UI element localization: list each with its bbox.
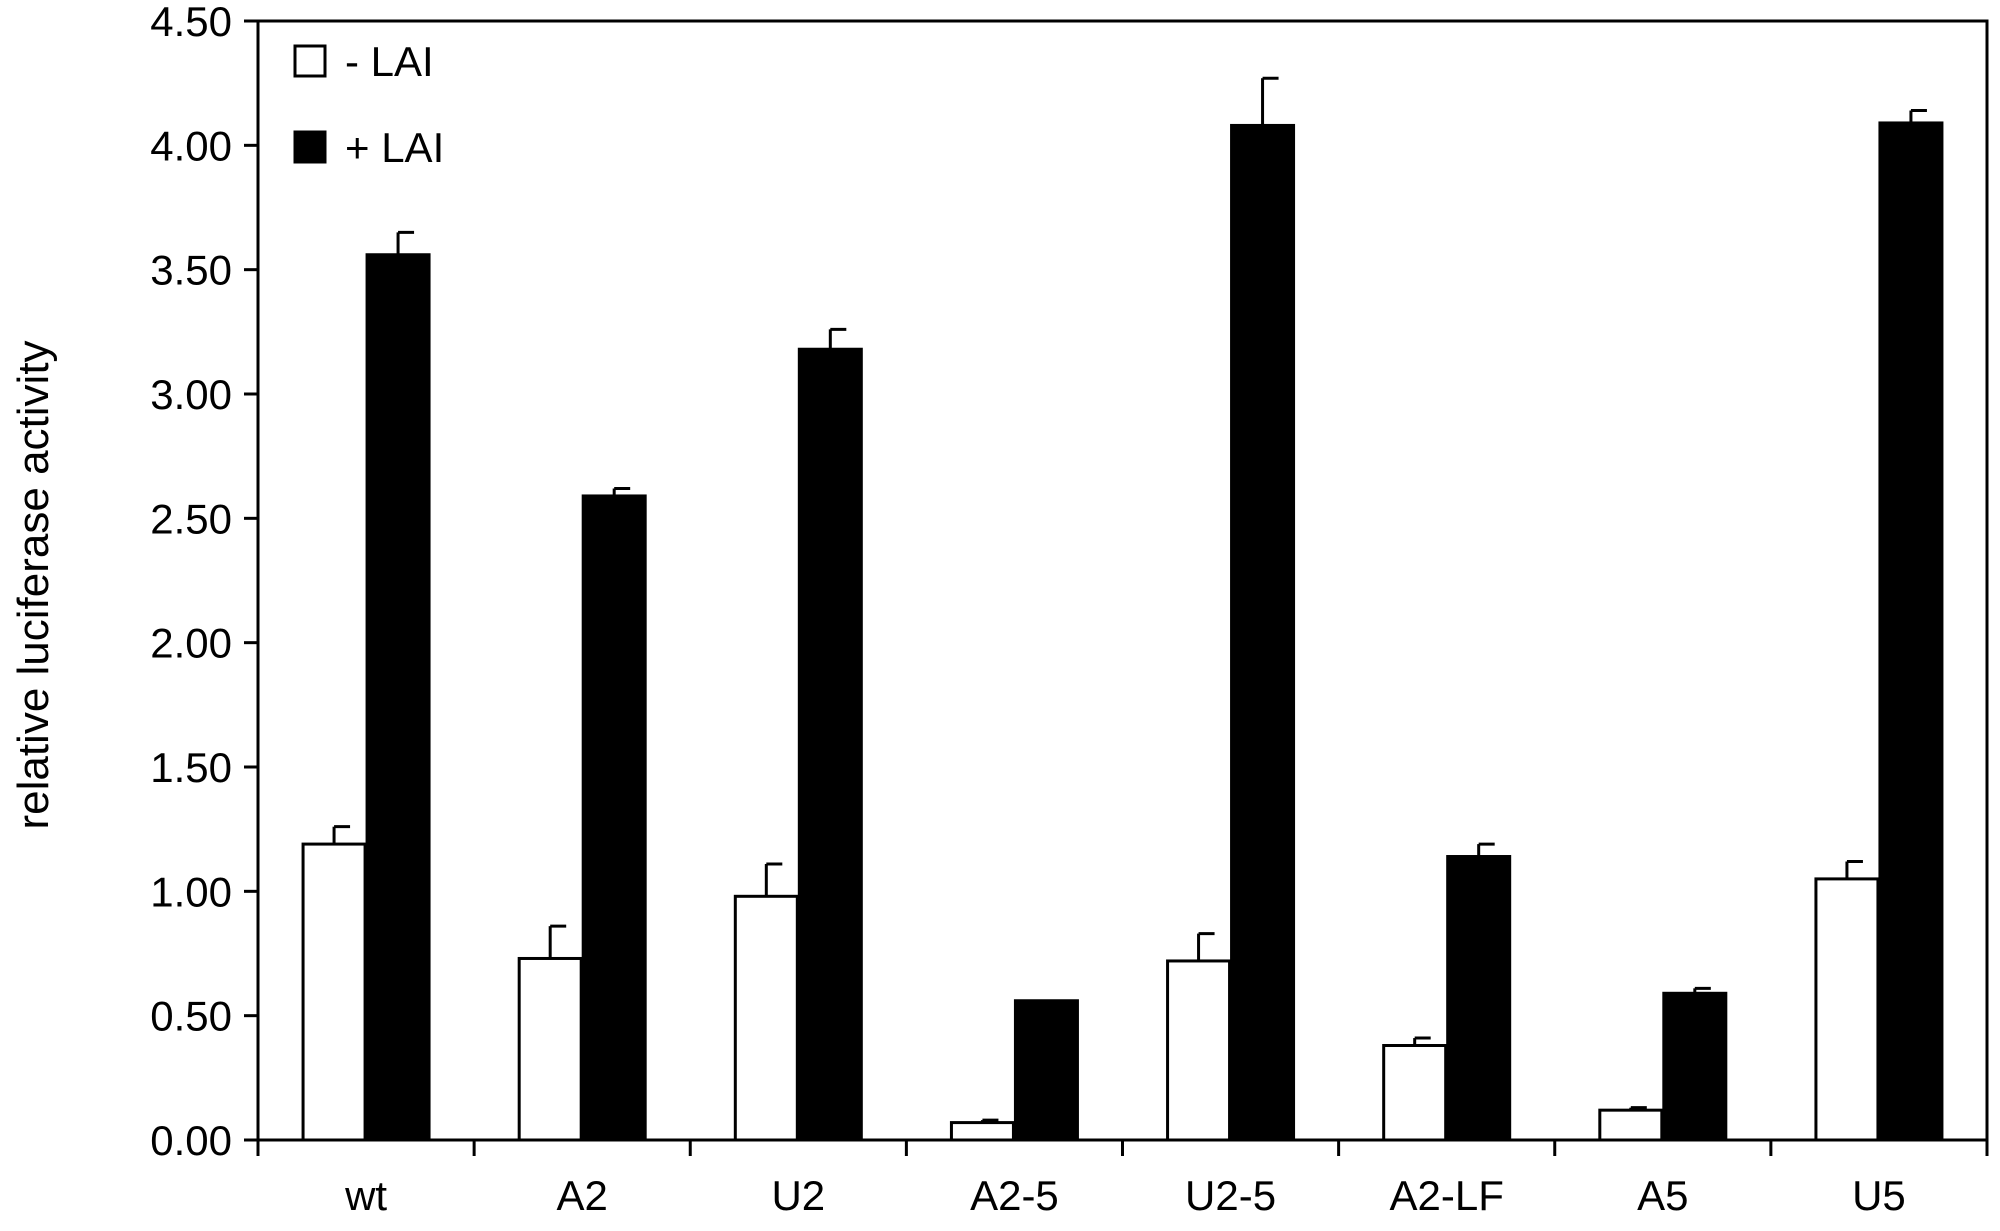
bar-minus-lai-u2-5 [1166, 959, 1232, 1142]
bar-minus-lai-wt [301, 842, 367, 1142]
x-axis: wt A2 U2 A2-5 U2-5 A2-LF A5 U5 [256, 1140, 1989, 1219]
x-tick-label: A5 [1637, 1172, 1688, 1219]
plot-area [256, 19, 1989, 1142]
bar-minus-lai-a2-5 [949, 1121, 1015, 1142]
x-tick-label: A2-LF [1390, 1172, 1504, 1219]
plot-border [256, 19, 1989, 1142]
bar-plus-lai-u2 [797, 347, 863, 1142]
x-tick-label: A2-5 [970, 1172, 1059, 1219]
legend-swatch [293, 130, 327, 164]
y-tick-label: 0.00 [150, 1117, 232, 1164]
x-tick-label: U2-5 [1185, 1172, 1276, 1219]
y-tick-label: 0.50 [150, 993, 232, 1040]
bar-plus-lai-a2 [581, 494, 647, 1142]
y-tick-label: 2.00 [150, 620, 232, 667]
y-tick-label: 1.00 [150, 868, 232, 915]
y-tick-label: 4.50 [150, 0, 232, 45]
y-axis: 0.00 0.50 1.00 1.50 2.00 2.50 3.00 3.50 4.00 4.50 [150, 0, 258, 1164]
bar-minus-lai-u5 [1814, 877, 1880, 1142]
y-axis-label: relative luciferase activity [9, 340, 58, 829]
y-tick-label: 1.50 [150, 744, 232, 791]
bar-plus-lai-u2-5 [1230, 123, 1296, 1142]
bar-minus-lai-a2-lf [1382, 1044, 1448, 1142]
legend-label: - LAI [345, 38, 434, 85]
legend-swatch [293, 44, 327, 78]
x-tick-label: A2 [557, 1172, 608, 1219]
error-bars [332, 76, 1927, 1123]
legend-label: + LAI [345, 124, 444, 171]
bar-minus-lai-u2 [733, 894, 799, 1142]
x-tick-label: U5 [1852, 1172, 1906, 1219]
y-tick-label: 4.00 [150, 122, 232, 169]
legend: - LAI + LAI [293, 38, 444, 171]
bar-minus-lai-a5 [1598, 1108, 1664, 1142]
x-tick-label: wt [344, 1172, 387, 1219]
bar-plus-lai-wt [365, 253, 431, 1142]
bar-plus-lai-a5 [1662, 991, 1728, 1142]
y-tick-label: 2.50 [150, 495, 232, 542]
bar-minus-lai-a2 [517, 956, 583, 1142]
bar-plus-lai-a2-5 [1013, 999, 1079, 1142]
bar-plus-lai-a2-lf [1446, 855, 1512, 1142]
bar-plus-lai-u5 [1878, 121, 1944, 1142]
y-tick-label: 3.50 [150, 247, 232, 294]
x-tick-label: U2 [771, 1172, 825, 1219]
y-tick-label: 3.00 [150, 371, 232, 418]
